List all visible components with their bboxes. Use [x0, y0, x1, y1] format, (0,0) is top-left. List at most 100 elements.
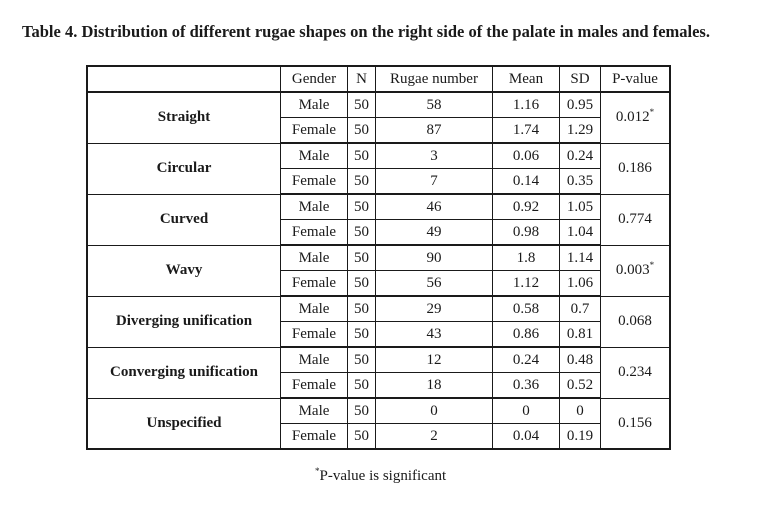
- rn-cell: 2: [375, 423, 493, 450]
- sd-cell: 1.14: [559, 244, 601, 271]
- footnote-text: P-value is significant: [319, 468, 447, 484]
- header-shape: [86, 65, 281, 93]
- sd-cell: 0: [559, 397, 601, 424]
- n-cell: 50: [347, 295, 376, 322]
- table-row: Circular Male 50 3 0.06 0.24 0.186: [86, 142, 671, 195]
- mean-cell: 0.98: [492, 219, 560, 246]
- mean-cell: 1.8: [492, 244, 560, 271]
- p-value-text: 0.186: [618, 160, 652, 176]
- rn-cell: 7: [375, 168, 493, 195]
- p-value-text: 0.068: [618, 313, 652, 329]
- mean-cell: 1.74: [492, 117, 560, 144]
- table-row: Straight Male 50 58 1.16 0.95 0.012*: [86, 91, 671, 144]
- table-body: Straight Male 50 58 1.16 0.95 0.012* Female 50 87…: [86, 91, 671, 450]
- rn-cell: 0: [375, 397, 493, 424]
- gender-cell: Female: [280, 117, 348, 144]
- table-row: Unspecified Male 50 0 0 0 0.156: [86, 397, 671, 450]
- shape-cell: Diverging unification: [86, 295, 281, 348]
- p-value-cell: 0.774: [600, 193, 671, 246]
- sd-cell: 0.48: [559, 346, 601, 373]
- p-value-cell: 0.234: [600, 346, 671, 399]
- gender-cell: Female: [280, 423, 348, 450]
- footnote-mark: *: [315, 466, 320, 476]
- sd-cell: 1.06: [559, 270, 601, 297]
- header-gender: Gender: [280, 65, 348, 93]
- header-p-value: P-value: [600, 65, 671, 93]
- header-n: N: [347, 65, 376, 93]
- table-row: Female 50 2 0.04 0.19: [87, 423, 670, 450]
- sd-cell: 0.52: [559, 372, 601, 399]
- shape-cell: Wavy: [86, 244, 281, 297]
- rn-cell: 49: [375, 219, 493, 246]
- sd-cell: 1.05: [559, 193, 601, 220]
- shape-cell: Unspecified: [86, 397, 281, 450]
- significance-mark: *: [649, 107, 655, 118]
- table-row: Female 50 43 0.86 0.81: [87, 321, 670, 348]
- sd-cell: 0.95: [559, 91, 601, 118]
- rugae-table: Gender N Rugae number Mean SD P-value St…: [86, 65, 671, 450]
- n-cell: 50: [347, 372, 376, 399]
- gender-cell: Female: [280, 321, 348, 348]
- mean-cell: 0: [492, 397, 560, 424]
- header-rugae-number: Rugae number: [375, 65, 493, 93]
- sd-cell: 0.24: [559, 142, 601, 169]
- gender-cell: Male: [280, 142, 348, 169]
- sd-cell: 1.04: [559, 219, 601, 246]
- sd-cell: 0.81: [559, 321, 601, 348]
- mean-cell: 1.16: [492, 91, 560, 118]
- sd-cell: 0.19: [559, 423, 601, 450]
- gender-cell: Male: [280, 295, 348, 322]
- n-cell: 50: [347, 397, 376, 424]
- gender-cell: Female: [280, 270, 348, 297]
- n-cell: 50: [347, 168, 376, 195]
- rn-cell: 3: [375, 142, 493, 169]
- p-value-cell: 0.003*: [600, 244, 671, 297]
- n-cell: 50: [347, 142, 376, 169]
- p-value-text: 0.234: [618, 364, 652, 380]
- table-row: Converging unification Male 50 12 0.24 0.48 0.…: [86, 346, 671, 399]
- shape-cell: Circular: [86, 142, 281, 195]
- header-sd: SD: [559, 65, 601, 93]
- p-value-cell: 0.068: [600, 295, 671, 348]
- header-mean: Mean: [492, 65, 560, 93]
- mean-cell: 1.12: [492, 270, 560, 297]
- mean-cell: 0.04: [492, 423, 560, 450]
- rn-cell: 18: [375, 372, 493, 399]
- table-row: Female 50 49 0.98 1.04: [87, 219, 670, 246]
- table-row: Female 50 87 1.74 1.29: [87, 117, 670, 144]
- table-row: Curved Male 50 46 0.92 1.05 0.774: [86, 193, 671, 246]
- table-row: Female 50 18 0.36 0.52: [87, 372, 670, 399]
- footnote: *P-value is significant: [315, 466, 447, 485]
- gender-cell: Male: [280, 193, 348, 220]
- rn-cell: 58: [375, 91, 493, 118]
- shape-cell: Converging unification: [86, 346, 281, 399]
- mean-cell: 0.06: [492, 142, 560, 169]
- sd-cell: 0.7: [559, 295, 601, 322]
- n-cell: 50: [347, 117, 376, 144]
- p-value-cell: 0.186: [600, 142, 671, 195]
- gender-cell: Male: [280, 346, 348, 373]
- significance-mark: *: [649, 260, 655, 270]
- table-row: Wavy Male 50 90 1.8 1.14 0.003*: [86, 244, 671, 297]
- n-cell: 50: [347, 423, 376, 450]
- rn-cell: 43: [375, 321, 493, 348]
- gender-cell: Female: [280, 372, 348, 399]
- sd-cell: 0.35: [559, 168, 601, 195]
- n-cell: 50: [347, 193, 376, 220]
- n-cell: 50: [347, 321, 376, 348]
- gender-cell: Female: [280, 219, 348, 246]
- gender-cell: Male: [280, 91, 348, 118]
- gender-cell: Female: [280, 168, 348, 195]
- n-cell: 50: [347, 244, 376, 271]
- gender-cell: Male: [280, 244, 348, 271]
- mean-cell: 0.14: [492, 168, 560, 195]
- rn-cell: 90: [375, 244, 493, 271]
- mean-cell: 0.92: [492, 193, 560, 220]
- table-row: Diverging unification Male 50 29 0.58 0.7 0.06…: [86, 295, 671, 348]
- rn-cell: 87: [375, 117, 493, 144]
- shape-cell: Straight: [86, 91, 281, 144]
- mean-cell: 0.86: [492, 321, 560, 348]
- sd-cell: 1.29: [559, 117, 601, 144]
- p-value-cell: 0.156: [600, 397, 671, 450]
- table-caption: Table 4. Distribution of different rugae…: [22, 22, 710, 41]
